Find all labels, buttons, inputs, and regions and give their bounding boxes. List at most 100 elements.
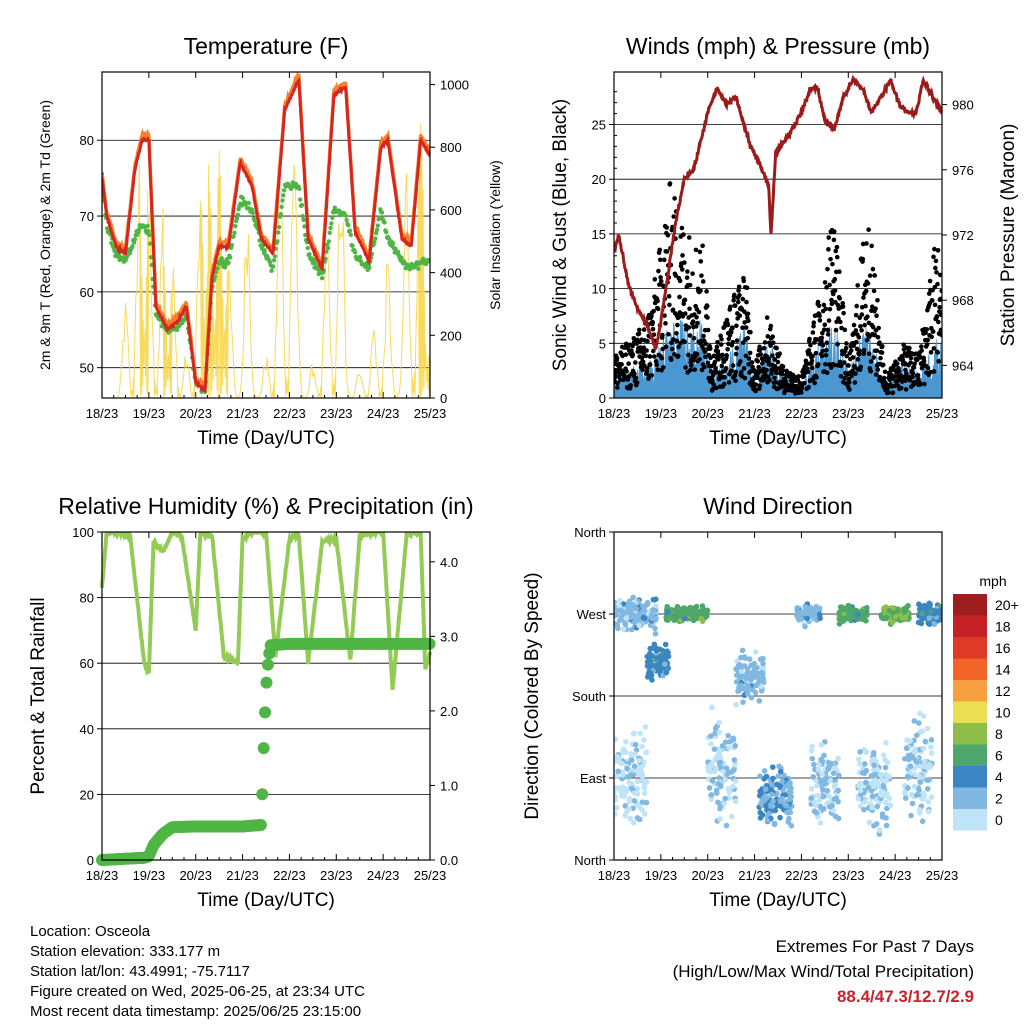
colorbar-label: 0 bbox=[995, 812, 1003, 828]
direction-point bbox=[746, 656, 753, 662]
direction-point bbox=[756, 698, 763, 704]
direction-point bbox=[919, 795, 926, 802]
direction-point bbox=[730, 735, 737, 742]
direction-point bbox=[902, 614, 909, 621]
dewpoint-point bbox=[343, 213, 348, 218]
gust-point bbox=[746, 362, 751, 367]
gust-point bbox=[935, 350, 941, 355]
temperature-panel: Temperature (F) 18/23 19/23 20/23 21/23 22/23… bbox=[37, 33, 503, 449]
gust-point bbox=[742, 375, 748, 381]
gust-point bbox=[714, 385, 719, 391]
direction-point bbox=[876, 827, 883, 834]
gust-point bbox=[640, 367, 645, 373]
direction-point bbox=[802, 623, 808, 630]
gust-point bbox=[926, 291, 932, 296]
direction-point bbox=[614, 599, 618, 606]
x-tick-label: 23/23 bbox=[832, 406, 865, 421]
gust-point bbox=[870, 266, 876, 272]
gust-point bbox=[692, 367, 698, 372]
gust-point bbox=[739, 369, 744, 375]
direction-point bbox=[894, 608, 901, 614]
gust-point bbox=[682, 260, 687, 265]
direction-point bbox=[654, 655, 661, 661]
gust-point bbox=[662, 313, 667, 318]
gust-point bbox=[799, 385, 805, 391]
direction-point bbox=[641, 784, 648, 791]
gust-point bbox=[846, 380, 852, 385]
direction-point bbox=[914, 732, 920, 739]
gust-point bbox=[935, 248, 941, 253]
gust-point bbox=[934, 314, 940, 319]
direction-point bbox=[836, 616, 843, 622]
gust-point bbox=[826, 235, 832, 240]
gust-point bbox=[725, 346, 730, 352]
gust-point bbox=[937, 272, 942, 278]
direction-point bbox=[627, 815, 634, 822]
direction-point bbox=[777, 768, 784, 775]
gust-point bbox=[707, 346, 713, 351]
direction-point bbox=[674, 603, 681, 610]
gust-point bbox=[667, 302, 672, 308]
dewpoint-point bbox=[299, 202, 305, 208]
gust-point bbox=[667, 181, 673, 186]
gust-point bbox=[822, 280, 828, 285]
direction-point bbox=[721, 800, 727, 807]
direction-point bbox=[748, 694, 755, 701]
direction-point bbox=[719, 743, 726, 749]
gust-point bbox=[685, 269, 690, 274]
direction-point bbox=[713, 790, 720, 796]
direction-point bbox=[918, 763, 925, 770]
direction-point bbox=[804, 615, 810, 622]
colorbar-label: 2 bbox=[995, 790, 1003, 806]
gust-point bbox=[703, 341, 708, 346]
dewpoint-point bbox=[325, 245, 331, 251]
direction-point bbox=[755, 674, 761, 681]
direction-point bbox=[626, 598, 633, 604]
gust-point bbox=[858, 364, 864, 370]
x-tick-label: 23/23 bbox=[320, 406, 353, 421]
gust-point bbox=[837, 359, 843, 365]
gust-point bbox=[641, 327, 647, 332]
dewpoint-point bbox=[311, 257, 316, 263]
gust-point bbox=[772, 357, 778, 362]
direction-point bbox=[644, 653, 651, 660]
dewpoint-point bbox=[271, 264, 276, 269]
direction-point bbox=[903, 745, 910, 752]
gust-point bbox=[674, 338, 680, 344]
direction-point bbox=[664, 609, 671, 615]
gust-point bbox=[846, 363, 851, 368]
dewpoint-point bbox=[228, 255, 233, 260]
x-tick-label: 22/23 bbox=[273, 868, 306, 883]
direction-point bbox=[699, 603, 706, 609]
direction-point bbox=[626, 795, 633, 802]
dewpoint-point bbox=[280, 198, 285, 203]
gust-point bbox=[719, 363, 725, 369]
gust-point bbox=[869, 243, 874, 249]
colorbar-label: 16 bbox=[995, 640, 1011, 656]
x-tick-label: 24/23 bbox=[879, 406, 912, 421]
gust-point bbox=[825, 327, 831, 333]
direction-point bbox=[882, 799, 889, 806]
gust-point bbox=[700, 279, 706, 284]
direction-point bbox=[770, 775, 776, 782]
gust-point bbox=[850, 368, 855, 374]
gust-point bbox=[775, 359, 781, 365]
gust-point bbox=[770, 334, 775, 340]
direction-point bbox=[725, 732, 731, 739]
gust-point bbox=[676, 344, 681, 350]
gust-point bbox=[663, 321, 668, 326]
gust-point bbox=[669, 346, 675, 352]
y2-tick-label: 400 bbox=[440, 266, 462, 281]
direction-point bbox=[640, 737, 647, 743]
direction-point bbox=[808, 747, 815, 754]
gust-point bbox=[671, 214, 676, 219]
humidity-precip-panel: Relative Humidity (%) & Precipitation (i… bbox=[28, 493, 474, 911]
dewpoint-point bbox=[374, 227, 380, 233]
dewpoint-point bbox=[224, 256, 230, 262]
gust-point bbox=[850, 355, 856, 360]
direction-point bbox=[863, 779, 869, 786]
gust-point bbox=[833, 248, 839, 254]
gust-point bbox=[682, 339, 687, 345]
gust-point bbox=[939, 332, 942, 338]
